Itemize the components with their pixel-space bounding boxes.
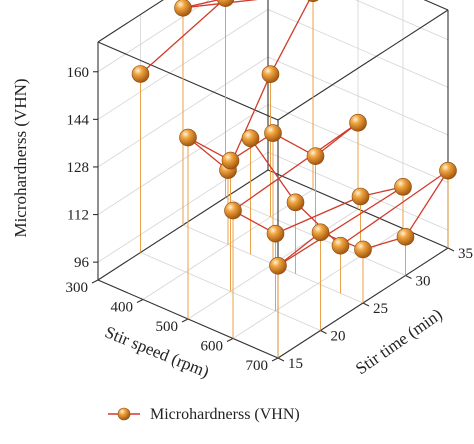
series-connector <box>340 170 449 247</box>
series-connector <box>140 0 225 75</box>
data-point <box>241 129 260 148</box>
y-tick-mark <box>362 302 370 307</box>
y-tick-mark <box>277 357 285 362</box>
z-tick-label: 144 <box>67 112 90 128</box>
axis-box-edge <box>97 41 279 121</box>
y-tick-mark <box>405 275 412 279</box>
z-tick-label: 128 <box>67 160 90 176</box>
data-point <box>131 65 150 83</box>
x-tick-label: 500 <box>156 319 179 335</box>
x-tick-mark <box>136 299 144 303</box>
data-point <box>306 147 325 165</box>
data-point <box>394 178 412 196</box>
x-tick-label: 700 <box>246 358 269 374</box>
data-point <box>269 256 287 275</box>
y-tick-label: 35 <box>458 246 473 262</box>
x-tick-label: 600 <box>201 339 224 355</box>
y-axis-label: Stir time (min) <box>352 305 446 379</box>
y-tick-mark <box>320 330 327 334</box>
y-tick-label: 15 <box>288 356 303 372</box>
x-tick-label: 300 <box>66 280 89 296</box>
axis-box-edge <box>97 0 164 43</box>
data-point <box>311 223 330 242</box>
legend-label: Microhardnerss (VHN) <box>150 406 300 423</box>
x-tick-mark <box>226 338 234 342</box>
y-tick-mark <box>447 247 455 252</box>
data-points <box>131 0 457 275</box>
series-connector <box>269 0 311 75</box>
data-point <box>261 65 280 83</box>
data-point <box>224 201 242 220</box>
x-tick-mark <box>181 318 189 323</box>
y-tick-label: 25 <box>373 301 388 317</box>
data-point <box>221 151 240 170</box>
series-connector <box>249 137 297 203</box>
series-connector <box>404 170 449 238</box>
series-connector <box>182 0 259 9</box>
z-tick-label: 160 <box>67 65 90 81</box>
data-point <box>354 240 372 259</box>
data-point <box>264 124 282 142</box>
x-tick-mark <box>91 279 99 284</box>
data-point <box>174 0 192 17</box>
tick-labels: 96 112 128 144 160 300 400 500 600 700 15 20 25 30 35 <box>66 65 474 374</box>
data-point <box>216 0 235 7</box>
legend: Microhardnerss (VHN) <box>108 406 300 423</box>
z-axis-label: Microhardnerss (VHN) <box>11 78 30 237</box>
y-tick-label: 20 <box>331 329 346 345</box>
data-point <box>439 161 457 180</box>
data-point <box>266 224 285 243</box>
data-point <box>307 0 319 2</box>
series-connector <box>232 122 359 212</box>
series-connector <box>277 186 404 267</box>
series-connector <box>275 195 361 235</box>
x-tick-label: 400 <box>111 300 134 316</box>
data-point <box>331 236 350 255</box>
data-point <box>349 113 367 132</box>
data-point <box>179 128 197 147</box>
z-tick-label: 112 <box>67 208 89 224</box>
data-point <box>286 193 305 212</box>
legend-marker <box>117 407 131 421</box>
series-connector <box>277 231 321 267</box>
y-tick-label: 30 <box>416 274 431 290</box>
axis-box-edge <box>277 9 449 121</box>
data-point <box>351 187 370 206</box>
data-point <box>396 228 415 246</box>
z-tick-label: 96 <box>74 255 90 271</box>
x-tick-mark <box>271 357 279 362</box>
